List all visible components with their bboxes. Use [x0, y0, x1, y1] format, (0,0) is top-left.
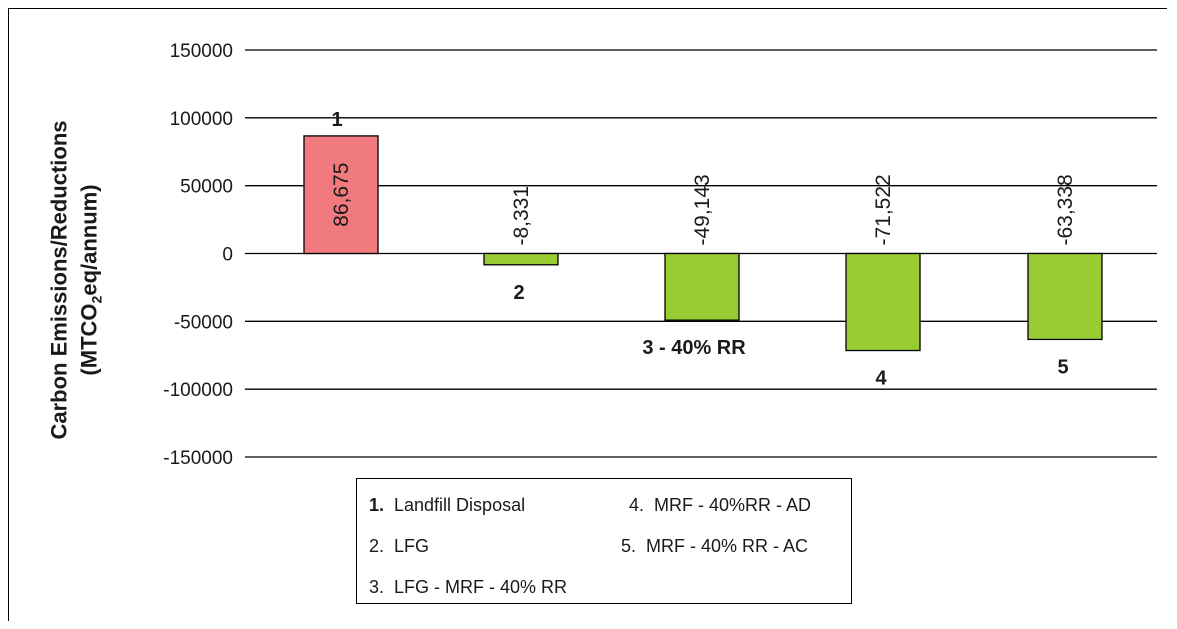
legend-entry-4: 4. MRF - 40%RR - AD	[629, 495, 812, 515]
category-label-2: 2	[513, 282, 524, 304]
chart-frame	[8, 8, 1167, 621]
bar-3	[664, 252, 740, 321]
legend-entry-1: 1. Landfill Disposal	[369, 495, 526, 515]
data-label-3: -49,143	[691, 174, 714, 245]
legend: 1. Landfill Disposal 2. LFG 3. LFG - MRF - …	[356, 478, 852, 604]
y-tick-label: -150000	[163, 448, 233, 469]
y-tick-label: 0	[222, 245, 233, 266]
bar-4	[845, 252, 921, 352]
legend-entry-3: 3. LFG - MRF - 40% RR	[369, 577, 568, 597]
y-tick-label: -100000	[163, 380, 233, 401]
y-tick-labels: 150000 100000 50000 0 -50000 -100000 -150000	[163, 41, 233, 469]
category-label-1: 1	[331, 109, 342, 131]
y-tick-label: 50000	[180, 177, 233, 198]
bars	[303, 135, 1103, 352]
data-label-1: 86,675	[330, 163, 353, 227]
category-label-5: 5	[1057, 356, 1068, 378]
legend-entry-5: 5. MRF - 40% RR - AC	[621, 536, 809, 556]
y-tick-label: 150000	[170, 41, 233, 62]
category-label-4: 4	[875, 368, 887, 390]
bar-1	[303, 135, 379, 255]
category-label-3: 3 - 40% RR	[642, 337, 746, 359]
y-tick-label: 100000	[170, 109, 233, 130]
data-label-4: -71,522	[872, 174, 895, 245]
legend-entry-2: 2. LFG	[369, 536, 430, 556]
bar-5	[1027, 252, 1103, 341]
y-tick-label: -50000	[174, 312, 233, 333]
data-labels: 86,675 -8,331 -49,143 -71,522 -63,338	[330, 163, 1077, 246]
bar-2	[483, 252, 559, 266]
data-label-5: -63,338	[1054, 174, 1077, 245]
category-labels: 1 2 3 - 40% RR 4 5	[331, 109, 1068, 390]
data-label-2: -8,331	[510, 186, 533, 246]
